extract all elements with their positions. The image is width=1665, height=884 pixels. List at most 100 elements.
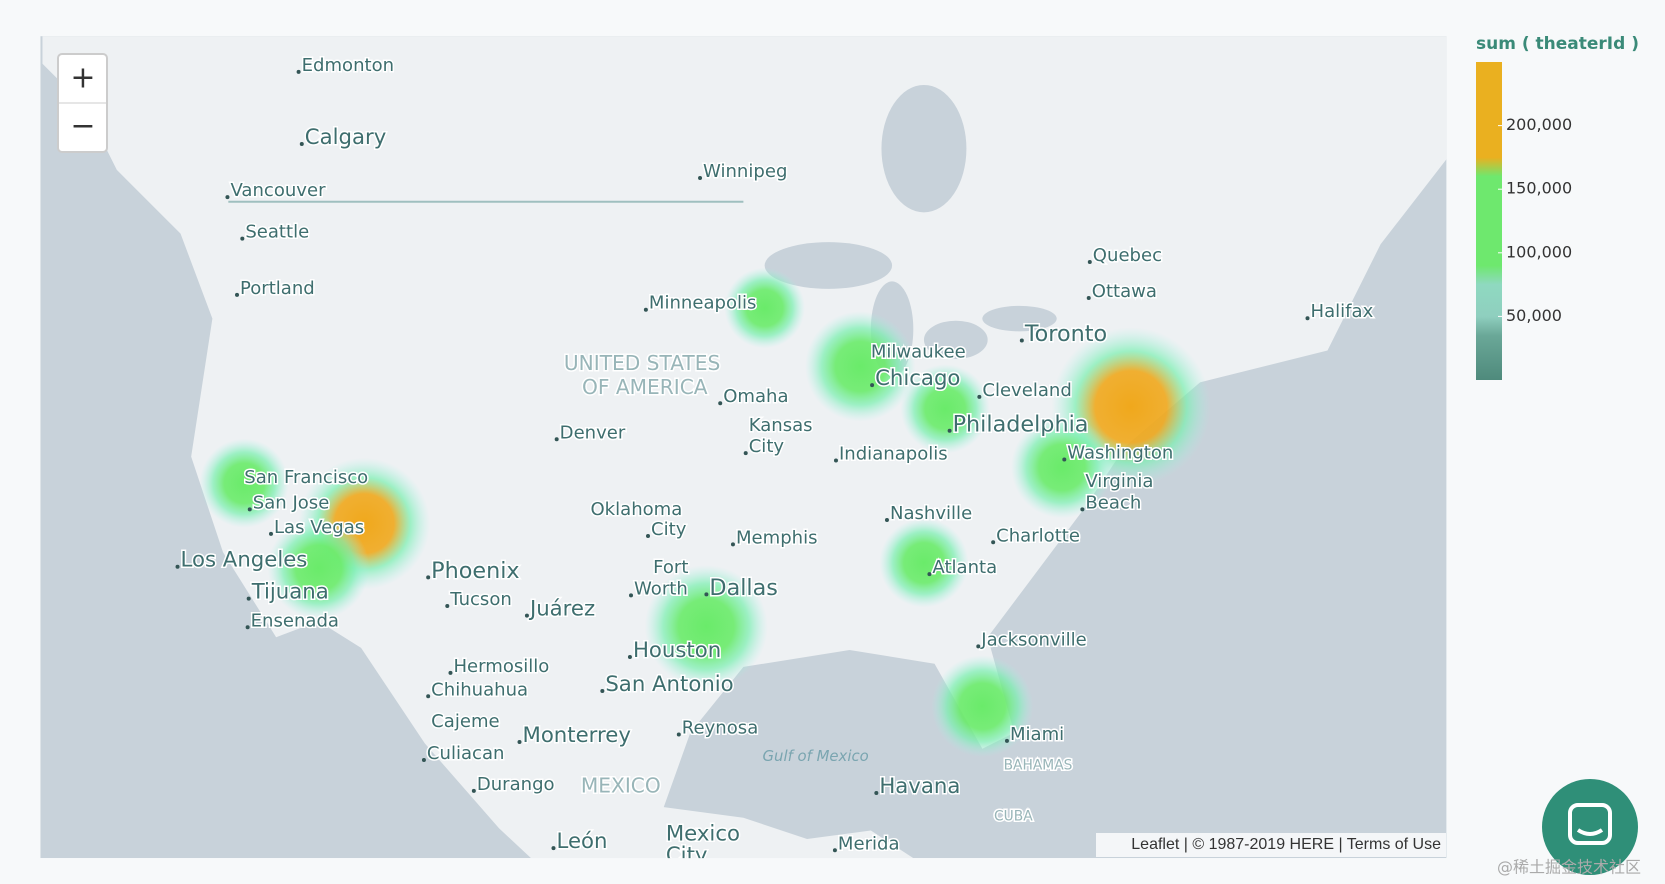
heat-spot [879,518,969,608]
city-dot [554,437,559,442]
heat-spot [931,655,1034,758]
city-dot [704,592,709,597]
map-label: Ensenada [251,610,339,631]
map-label: Mexico [666,822,740,847]
map-label: Kansas [749,415,813,436]
map-label: Omaha [723,386,788,407]
map-label: Havana [879,774,960,799]
city-dot [718,401,723,406]
lake [881,84,967,213]
map-label: Milwaukee [871,342,966,363]
attribution[interactable]: Leaflet | © 1987-2019 HERE | Terms of Us… [1131,836,1441,853]
city-dot [426,694,431,699]
lake [764,242,893,289]
map-label: Las Vegas [274,517,364,538]
map-label: Houston [633,638,721,663]
map-label: Nashville [890,503,972,524]
city-dot [426,575,431,580]
map-label: Vancouver [230,180,326,201]
map-label: Cajeme [431,711,499,732]
map-label: San Jose [253,492,330,513]
map-label: Calgary [305,125,387,150]
map-label: León [556,829,607,854]
map[interactable]: Edmonton Calgary Winnipeg Vancouver Seattle P… [40,36,1447,868]
city-dot [643,307,648,312]
map-label: Chihuahua [431,679,528,700]
zoom-in[interactable]: + [70,61,95,96]
map-label: Minneapolis [649,293,757,314]
city-dot [833,458,838,463]
map-label: Juárez [528,597,595,622]
map-label: Merida [838,833,900,854]
map-label: Denver [560,422,626,443]
legend-bar [1476,62,1502,380]
heat-spot [1011,416,1113,519]
heat-spot [644,564,768,689]
map-label: Durango [477,774,555,795]
city-dot [1086,296,1091,301]
city-dot [471,788,476,793]
map-label: Ottawa [1092,281,1157,302]
city-dot [600,688,605,693]
map-label: City [666,843,708,868]
map-label: Seattle [245,222,309,243]
heat-spot [724,267,805,349]
city-dot [646,533,651,538]
map-label: OF AMERICA [582,375,708,399]
map-label: Halifax [1311,301,1374,322]
map-label: Gulf of Mexico [763,747,869,765]
legend-tick-label: 200,000 [1506,115,1572,134]
map-label: Portland [240,278,315,299]
city-dot [448,670,453,675]
map-label: Fort [653,557,688,578]
map-label: Dallas [709,575,778,601]
city-dot [240,236,245,241]
city-dot [832,848,837,853]
city-dot [246,596,251,601]
chat-icon-smile [1576,828,1604,836]
map-label: Chicago [875,366,960,391]
city-dot [927,572,932,577]
city-dot [1087,259,1092,264]
city-dot [874,790,879,795]
map-label: Tucson [449,589,512,610]
zoom-out[interactable]: − [70,109,95,144]
land [42,36,1447,859]
city-dot [1019,338,1024,343]
map-label: City [651,519,687,540]
city-dot [551,846,556,851]
lake [923,320,988,359]
map-label: City [749,436,785,457]
city-dot [524,613,529,618]
city-dot [1062,457,1067,462]
city-dot [991,540,996,545]
chat-button[interactable] [1542,779,1638,875]
map-label: San Francisco [244,467,368,488]
map-label: Phoenix [431,558,519,584]
map-label: Reynosa [682,718,758,739]
city-dot [1080,507,1085,512]
map-label: Monterrey [523,723,631,748]
watermark: @稀土掘金技术社区 [1497,858,1641,877]
map-label: Cleveland [982,380,1071,401]
map-label: Virginia [1085,471,1153,492]
city-dot [247,507,252,512]
city-dot [743,451,748,456]
city-dot [977,394,982,399]
map-label: Beach [1085,492,1141,513]
heat-spot [804,311,916,422]
map-label: Memphis [736,527,818,548]
map-label: BAHAMAS [1004,758,1073,774]
map-label: MEXICO [581,773,661,797]
city-dot [235,292,240,297]
map-label: Quebec [1093,245,1162,266]
heat-spot [199,438,289,528]
map-label: Culiacan [427,743,505,764]
chat-icon [1568,803,1612,845]
map-label: Charlotte [996,525,1080,546]
city-dot [245,625,250,630]
map-label: Miami [1010,724,1064,745]
map-label: Washington [1067,442,1173,463]
map-label: San Antonio [605,672,733,697]
